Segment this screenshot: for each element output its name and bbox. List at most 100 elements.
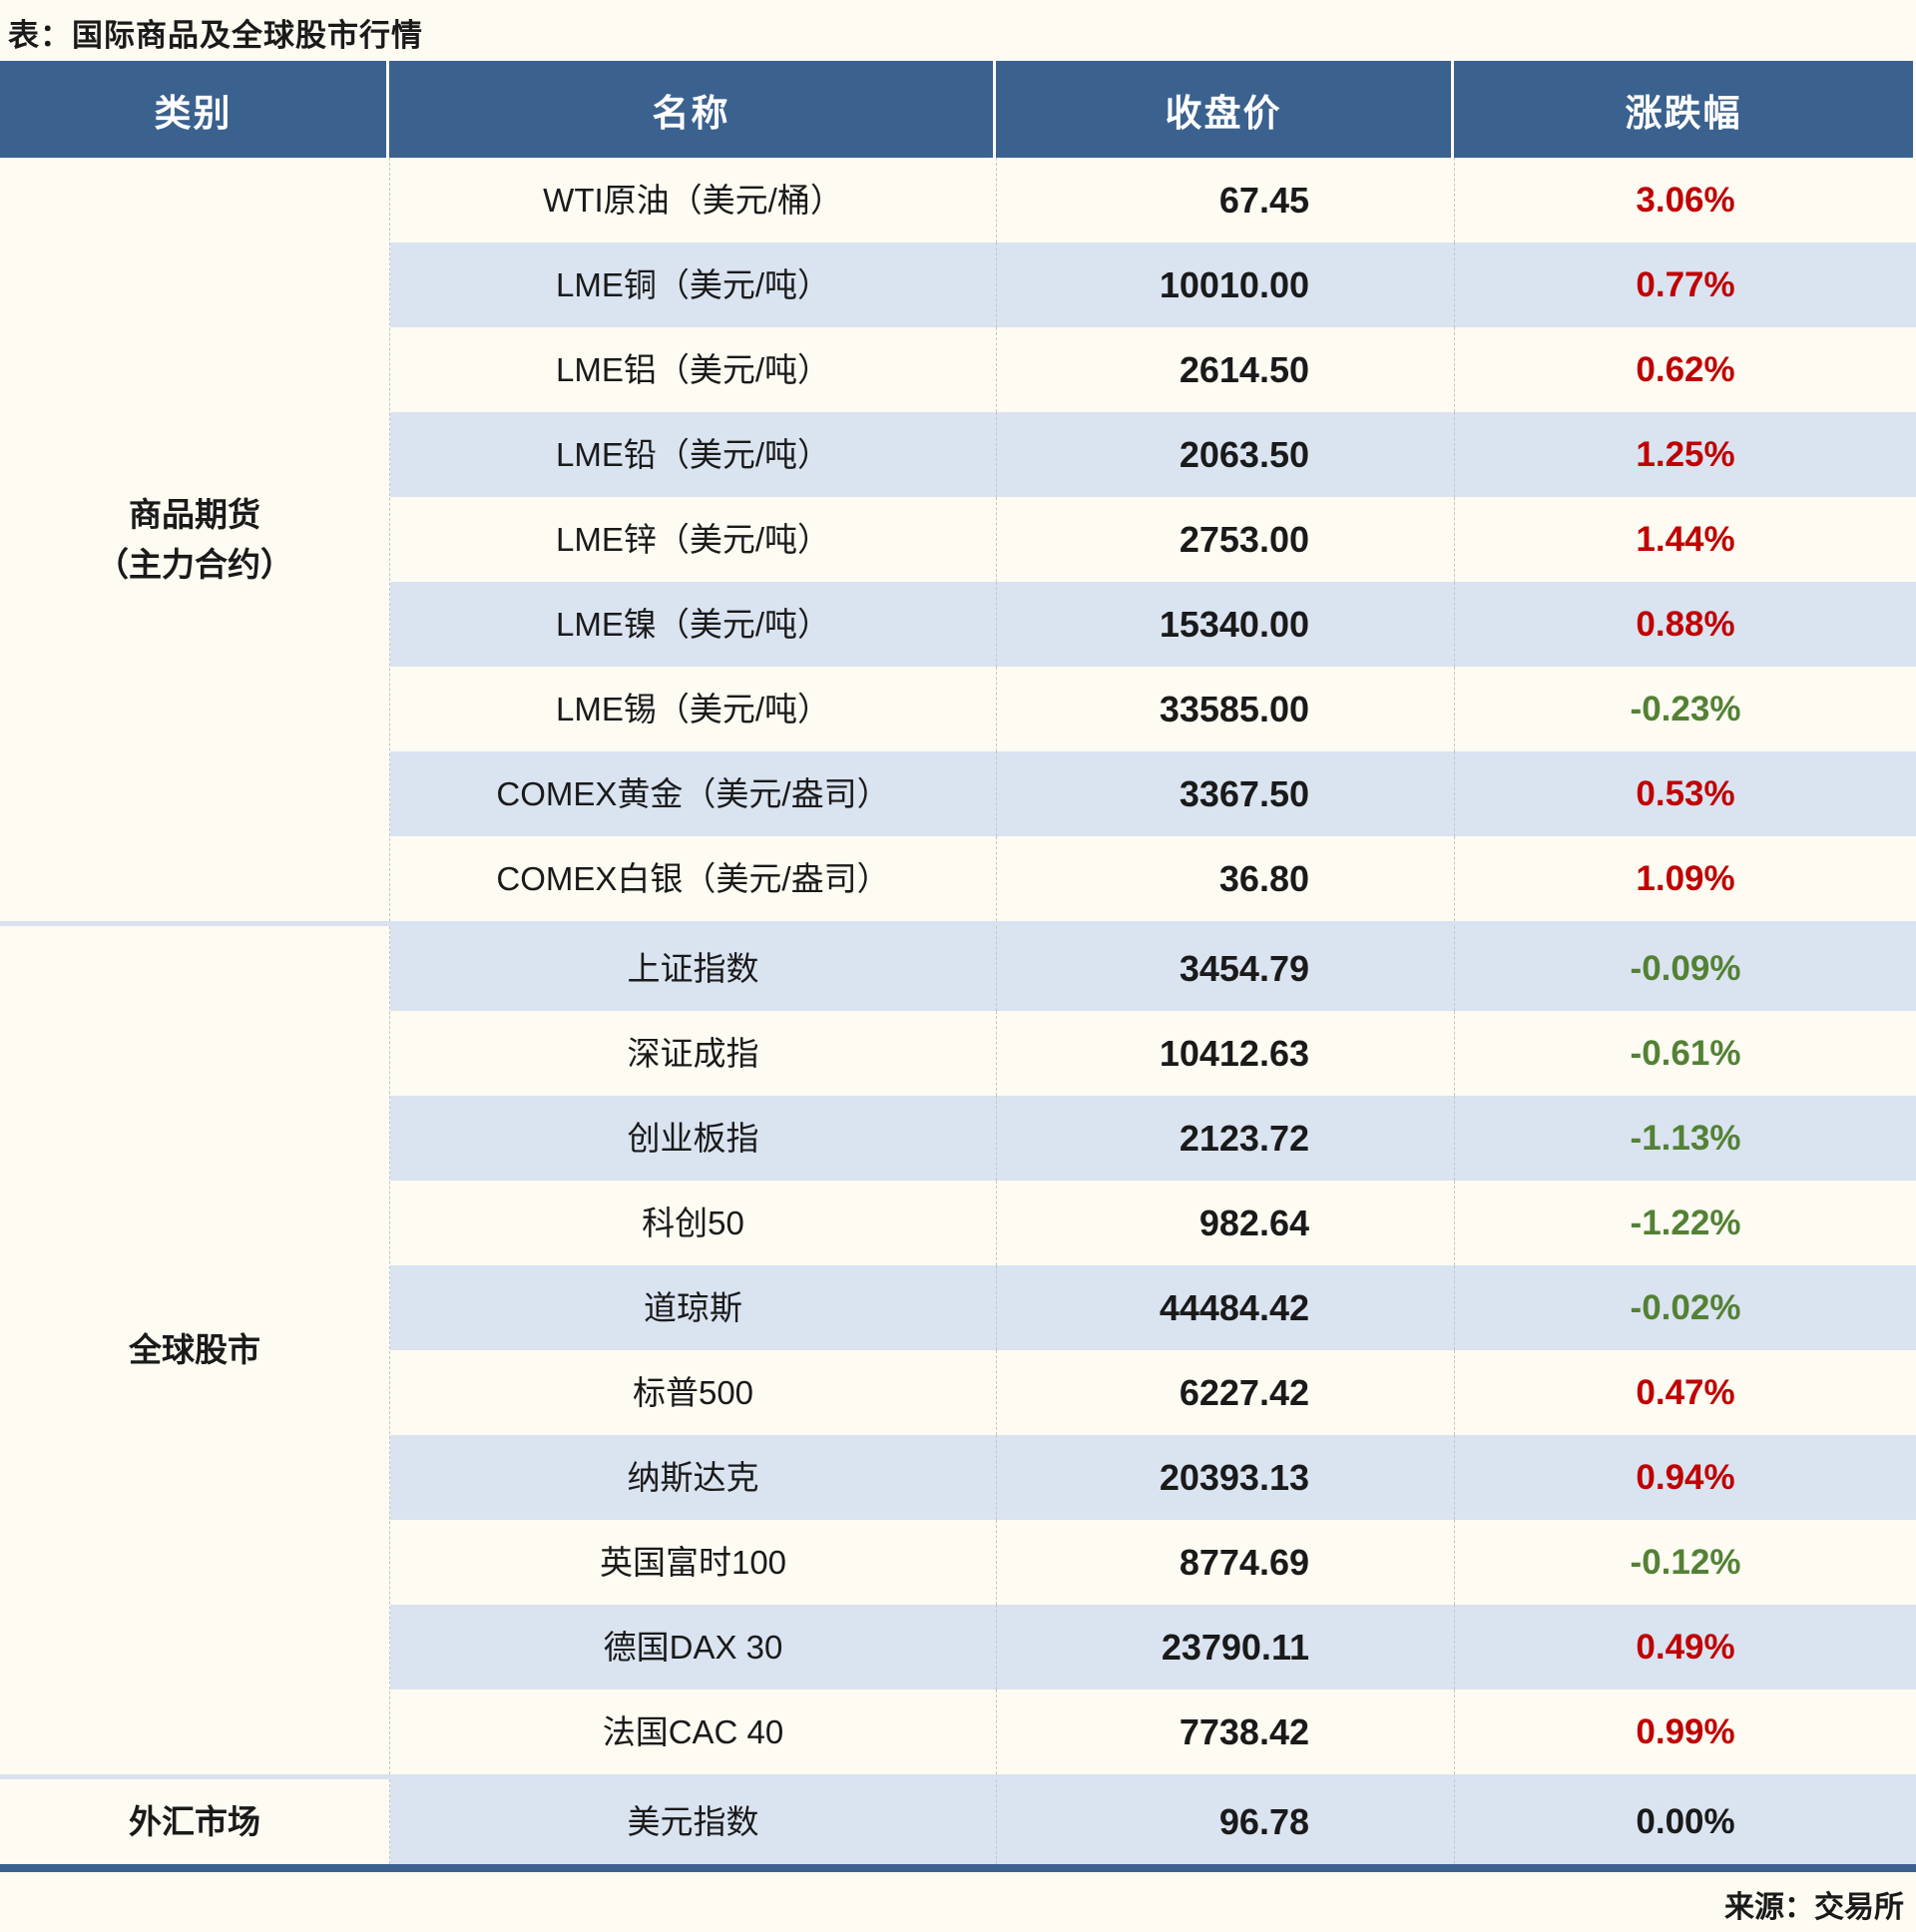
table-row: 深证成指 10412.63 -0.61% <box>390 1011 1916 1096</box>
change-percent: 0.49% <box>1454 1605 1916 1690</box>
instrument-name: LME铅（美元/吨） <box>555 436 831 473</box>
instrument-name: 英国富时100 <box>599 1544 787 1581</box>
category-cell: 全球股市 <box>0 926 389 1774</box>
table-section: 全球股市 上证指数 3454.79 -0.09% 深证成指 10412.63 -0.61% 创… <box>0 921 1916 1774</box>
close-price: 44484.42 <box>996 1265 1454 1350</box>
change-percent: 0.47% <box>1454 1350 1916 1435</box>
table-row: 德国DAX 30 23790.11 0.49% <box>390 1605 1916 1690</box>
table-row: 美元指数 96.78 0.00% <box>390 1779 1916 1864</box>
table-section: 商品期货 （主力合约） WTI原油（美元/桶） 67.45 3.06% LME铜（美元/吨… <box>0 158 1916 921</box>
change-percent: -0.12% <box>1454 1520 1916 1605</box>
table-body: 商品期货 （主力合约） WTI原油（美元/桶） 67.45 3.06% LME铜（美元/吨… <box>0 158 1916 1864</box>
close-price: 2753.00 <box>996 497 1454 582</box>
close-price: 2063.50 <box>996 412 1454 497</box>
instrument-name: LME铜（美元/吨） <box>555 266 831 303</box>
close-price: 15340.00 <box>996 582 1454 667</box>
instrument-name: 法国CAC 40 <box>602 1713 784 1750</box>
category-label: （主力合约） <box>96 545 293 583</box>
close-price: 10412.63 <box>996 1011 1454 1096</box>
table-section: 外汇市场 美元指数 96.78 0.00% <box>0 1774 1916 1864</box>
change-percent: 0.77% <box>1454 242 1916 327</box>
instrument-name: 德国DAX 30 <box>603 1629 783 1666</box>
close-price: 982.64 <box>996 1181 1454 1265</box>
instrument-name: WTI原油（美元/桶） <box>543 182 843 219</box>
header-name: 名称 <box>389 61 993 158</box>
change-percent: 3.06% <box>1454 158 1916 242</box>
change-percent: 0.53% <box>1454 751 1916 836</box>
instrument-name: LME锡（美元/吨） <box>555 691 831 727</box>
change-percent: -1.22% <box>1454 1181 1916 1265</box>
table-row: LME锌（美元/吨） 2753.00 1.44% <box>390 497 1916 582</box>
table-row: LME镍（美元/吨） 15340.00 0.88% <box>390 582 1916 667</box>
table-row: WTI原油（美元/桶） 67.45 3.06% <box>390 158 1916 242</box>
table-header: 类别 名称 收盘价 涨跌幅 <box>0 61 1916 158</box>
change-percent: 0.00% <box>1454 1779 1916 1864</box>
instrument-name: LME锌（美元/吨） <box>555 521 831 558</box>
table-row: 道琼斯 44484.42 -0.02% <box>390 1265 1916 1350</box>
instrument-name: 深证成指 <box>627 1035 759 1072</box>
table-row: COMEX黄金（美元/盎司） 3367.50 0.53% <box>390 751 1916 836</box>
instrument-name: 美元指数 <box>627 1803 759 1840</box>
change-percent: 1.09% <box>1454 836 1916 921</box>
table-row: LME铜（美元/吨） 10010.00 0.77% <box>390 242 1916 327</box>
table-row: 英国富时100 8774.69 -0.12% <box>390 1520 1916 1605</box>
instrument-name: COMEX白银（美元/盎司） <box>496 860 890 897</box>
table-row: LME锡（美元/吨） 33585.00 -0.23% <box>390 667 1916 751</box>
category-cell: 外汇市场 <box>0 1779 389 1864</box>
close-price: 2614.50 <box>996 327 1454 412</box>
category-label: 商品期货 <box>129 496 260 533</box>
instrument-name: 创业板指 <box>627 1120 759 1157</box>
instrument-name: 道琼斯 <box>644 1289 742 1326</box>
close-price: 8774.69 <box>996 1520 1454 1605</box>
category-label: 全球股市 <box>129 1331 260 1369</box>
close-price: 7738.42 <box>996 1690 1454 1774</box>
change-percent: 0.94% <box>1454 1435 1916 1520</box>
change-percent: 1.44% <box>1454 497 1916 582</box>
table-row: 纳斯达克 20393.13 0.94% <box>390 1435 1916 1520</box>
close-price: 33585.00 <box>996 667 1454 751</box>
source-note: 来源：交易所 <box>1724 1891 1904 1924</box>
instrument-name: LME铝（美元/吨） <box>555 351 831 388</box>
close-price: 3367.50 <box>996 751 1454 836</box>
close-price: 10010.00 <box>996 242 1454 327</box>
instrument-name: COMEX黄金（美元/盎司） <box>496 775 890 812</box>
header-change: 涨跌幅 <box>1454 61 1913 158</box>
close-price: 23790.11 <box>996 1605 1454 1690</box>
close-price: 20393.13 <box>996 1435 1454 1520</box>
change-percent: -1.13% <box>1454 1096 1916 1181</box>
table-row: 法国CAC 40 7738.42 0.99% <box>390 1690 1916 1774</box>
figure-title: 表：国际商品及全球股市行情 <box>8 18 423 53</box>
change-percent: 0.62% <box>1454 327 1916 412</box>
category-cell: 商品期货 （主力合约） <box>0 158 389 921</box>
change-percent: -0.61% <box>1454 1011 1916 1096</box>
change-percent: -0.23% <box>1454 667 1916 751</box>
category-label: 外汇市场 <box>129 1802 260 1840</box>
table-row: 标普500 6227.42 0.47% <box>390 1350 1916 1435</box>
section-rows: WTI原油（美元/桶） 67.45 3.06% LME铜（美元/吨） 10010.00 0… <box>389 158 1916 921</box>
change-percent: -0.09% <box>1454 926 1916 1011</box>
change-percent: 0.88% <box>1454 582 1916 667</box>
close-price: 36.80 <box>996 836 1454 921</box>
header-category: 类别 <box>0 61 386 158</box>
close-price: 2123.72 <box>996 1096 1454 1181</box>
table-row: COMEX白银（美元/盎司） 36.80 1.09% <box>390 836 1916 921</box>
change-percent: -0.02% <box>1454 1265 1916 1350</box>
change-percent: 1.25% <box>1454 412 1916 497</box>
header-close: 收盘价 <box>996 61 1451 158</box>
table-row: LME铝（美元/吨） 2614.50 0.62% <box>390 327 1916 412</box>
instrument-name: 科创50 <box>642 1205 744 1241</box>
bottom-border <box>0 1864 1916 1872</box>
table-row: 创业板指 2123.72 -1.13% <box>390 1096 1916 1181</box>
table-row: 上证指数 3454.79 -0.09% <box>390 926 1916 1011</box>
instrument-name: 标普500 <box>632 1374 754 1411</box>
instrument-name: 纳斯达克 <box>627 1459 759 1496</box>
figure-title-bar: 表：国际商品及全球股市行情 <box>0 0 1916 61</box>
close-price: 96.78 <box>996 1779 1454 1864</box>
close-price: 6227.42 <box>996 1350 1454 1435</box>
table-row: LME铅（美元/吨） 2063.50 1.25% <box>390 412 1916 497</box>
section-rows: 上证指数 3454.79 -0.09% 深证成指 10412.63 -0.61% 创业板指 2… <box>389 926 1916 1774</box>
instrument-name: LME镍（美元/吨） <box>555 606 831 643</box>
section-rows: 美元指数 96.78 0.00% <box>389 1779 1916 1864</box>
instrument-name: 上证指数 <box>627 950 759 987</box>
